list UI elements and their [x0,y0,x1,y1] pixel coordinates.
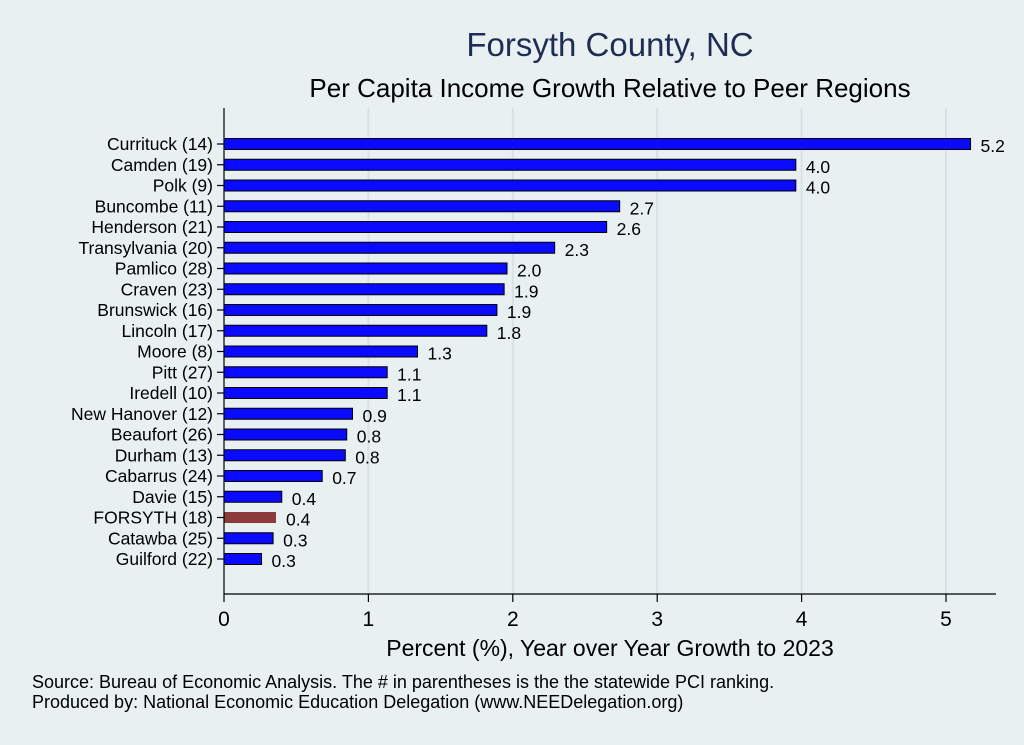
value-label: 0.9 [363,406,387,426]
x-tick-label: 5 [940,608,952,631]
value-label: 1.1 [397,385,421,405]
bar [223,532,274,545]
value-label: 2.6 [617,219,641,239]
value-label: 0.8 [357,427,381,447]
x-tick-label: 3 [651,608,663,631]
bar [223,304,498,316]
value-label: 0.7 [332,468,356,488]
category-label: FORSYTH (18) [93,508,213,528]
bar [223,470,323,482]
value-label: 2.7 [630,198,654,218]
bar [223,262,508,275]
bar [223,387,388,399]
bar-highlight [224,512,276,523]
bar [223,449,346,462]
bar [223,179,797,192]
value-label: 2.0 [517,261,542,281]
value-label: 0.3 [283,530,307,550]
x-axis-label: Percent (%), Year over Year Growth to 20… [386,635,834,661]
bar [223,366,388,379]
value-label: 1.9 [514,281,538,301]
value-label: 4.0 [806,157,831,177]
x-tick-label: 0 [218,608,230,631]
category-label: Cabarrus (24) [105,466,213,486]
value-label: 0.4 [292,489,317,509]
x-tick-label: 2 [507,608,519,631]
bar [223,345,418,358]
x-tick-label: 4 [796,608,808,631]
bar [223,324,488,337]
category-label: Moore (8) [137,342,213,362]
value-label: 1.8 [497,323,521,343]
producer-note: Produced by: National Economic Education… [32,692,684,712]
value-label: 4.0 [806,178,831,198]
category-label: Henderson (21) [91,217,213,237]
value-label: 5.2 [981,136,1005,156]
value-label: 0.3 [272,551,296,571]
x-tick-label: 1 [363,608,375,631]
value-label: 0.4 [286,510,311,530]
category-label: Camden (19) [111,155,213,175]
value-label: 0.8 [355,447,379,467]
value-label: 1.1 [397,364,421,384]
category-label: Beaufort (26) [111,425,213,445]
category-label: Lincoln (17) [122,321,213,341]
axes [217,108,996,602]
labels: 0 1 2 3 4 5 Currituck (14) 5.2 Camden (19) 4.0 Pol… [71,134,1005,631]
bar [223,241,556,254]
bar [223,221,608,233]
bars [223,138,972,565]
value-label: 2.3 [565,240,589,260]
category-label: Pitt (27) [152,362,213,382]
bar [223,407,354,420]
category-label: Craven (23) [121,279,213,299]
bar [223,200,621,213]
category-label: Polk (9) [153,176,213,196]
category-label: Davie (15) [132,487,213,507]
bar [223,428,348,441]
value-label: 1.3 [427,344,451,364]
source-note: Source: Bureau of Economic Analysis. The… [32,672,775,692]
category-label: Pamlico (28) [115,259,213,279]
bar [223,283,505,296]
category-label: Currituck (14) [107,134,213,154]
chart-subtitle: Per Capita Income Growth Relative to Pee… [309,73,911,103]
category-label: Brunswick (16) [97,300,213,320]
bar [223,553,263,565]
chart-title: Forsyth County, NC [466,26,754,63]
bar [223,490,283,503]
bar [223,138,972,150]
value-label: 1.9 [507,302,531,322]
category-label: Transylvania (20) [78,238,213,258]
category-label: Durham (13) [115,445,213,465]
category-label: New Hanover (12) [71,404,213,424]
bar [223,158,797,171]
category-label: Iredell (10) [129,383,213,403]
category-label: Buncombe (11) [95,196,213,216]
category-label: Guilford (22) [116,549,213,569]
category-label: Catawba (25) [108,528,213,548]
